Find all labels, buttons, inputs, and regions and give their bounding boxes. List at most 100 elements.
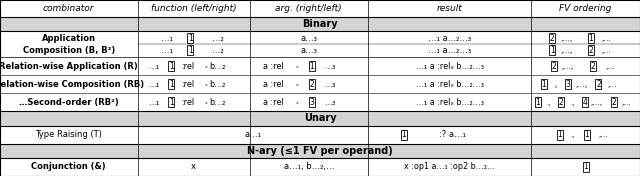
Text: …₁: …₁ — [148, 62, 159, 71]
Text: ₓ: ₓ — [205, 64, 208, 69]
Text: Application: Application — [42, 34, 96, 43]
Text: 2: 2 — [550, 34, 555, 43]
Bar — [0, 57, 640, 75]
Text: ,…,: ,…, — [561, 62, 574, 71]
Bar — [0, 0, 640, 17]
Text: 1: 1 — [584, 130, 589, 139]
Text: 1: 1 — [169, 62, 173, 71]
Text: 1: 1 — [541, 80, 547, 89]
Text: a…₁: a…₁ — [244, 130, 261, 139]
Text: …₂: …₂ — [212, 46, 224, 55]
Text: :? a…₁: :? a…₁ — [440, 130, 466, 139]
Text: …₁ a :relₓ b…₂…₃: …₁ a :relₓ b…₂…₃ — [415, 62, 484, 71]
Text: Relation-wise Application (R): Relation-wise Application (R) — [0, 62, 138, 71]
Text: …₃: …₃ — [324, 98, 335, 107]
Text: ,…: ,… — [621, 98, 632, 107]
Bar — [0, 144, 640, 158]
Text: ,…,: ,…, — [560, 34, 573, 43]
Text: ,…: ,… — [601, 34, 611, 43]
Text: …₃: …₃ — [324, 62, 335, 71]
Text: Composition (B, B²): Composition (B, B²) — [22, 46, 115, 55]
Text: 3: 3 — [566, 80, 571, 89]
Text: …₁ a :relₓ b…₂…₃: …₁ a :relₓ b…₂…₃ — [415, 98, 484, 107]
Text: :rel: :rel — [180, 98, 194, 107]
Text: Conjunction (&): Conjunction (&) — [31, 162, 106, 171]
Text: a…₁, b…₂,…: a…₁, b…₂,… — [284, 162, 334, 171]
Text: ,…: ,… — [601, 46, 611, 55]
Text: …₁: …₁ — [148, 98, 159, 107]
Text: :rel: :rel — [180, 80, 194, 89]
Text: ,…: ,… — [605, 62, 615, 71]
Text: 4: 4 — [582, 98, 588, 107]
Text: Type Raising (T): Type Raising (T) — [35, 130, 102, 139]
Text: …₁: …₁ — [161, 46, 173, 55]
Text: 1: 1 — [188, 34, 193, 43]
Text: b…₂: b…₂ — [210, 80, 226, 89]
Text: 1: 1 — [535, 98, 540, 107]
Text: ,: , — [572, 130, 574, 139]
Text: b…₂: b…₂ — [210, 98, 226, 107]
Text: ,…: ,… — [607, 80, 618, 89]
Text: ,…,: ,…, — [560, 46, 573, 55]
Text: 1: 1 — [583, 162, 588, 171]
Text: 2: 2 — [591, 62, 596, 71]
Text: a…₃: a…₃ — [300, 34, 317, 43]
Text: result: result — [436, 4, 463, 13]
Text: a…₃: a…₃ — [300, 46, 317, 55]
Text: 2: 2 — [611, 98, 616, 107]
Bar — [0, 17, 640, 31]
Text: ,: , — [548, 98, 550, 107]
Text: b…₂: b…₂ — [210, 62, 226, 71]
Text: FV ordering: FV ordering — [559, 4, 612, 13]
Text: a :rel: a :rel — [263, 98, 284, 107]
Text: 2: 2 — [559, 98, 564, 107]
Text: ,: , — [554, 80, 557, 89]
Text: Unary: Unary — [304, 114, 336, 123]
Text: x :op1 a…₁ :op2 b…₂…: x :op1 a…₁ :op2 b…₂… — [404, 162, 495, 171]
Text: …₁: …₁ — [148, 80, 159, 89]
Text: :rel: :rel — [180, 62, 194, 71]
Text: …₁ a…₂…₃: …₁ a…₂…₃ — [428, 34, 471, 43]
Bar — [0, 126, 640, 144]
Text: ,: , — [572, 98, 574, 107]
Text: ₓ: ₓ — [296, 100, 299, 105]
Text: 1: 1 — [188, 46, 193, 55]
Bar — [0, 75, 640, 93]
Text: …₃: …₃ — [324, 80, 335, 89]
Text: ,…,: ,…, — [590, 98, 603, 107]
Text: 1: 1 — [310, 62, 314, 71]
Text: ₓ: ₓ — [205, 82, 208, 87]
Text: 2: 2 — [310, 80, 314, 89]
Bar — [0, 111, 640, 126]
Text: 3: 3 — [310, 98, 314, 107]
Text: ₓ: ₓ — [205, 100, 208, 105]
Text: 2: 2 — [551, 62, 556, 71]
Text: 1: 1 — [401, 130, 406, 139]
Bar — [0, 158, 640, 176]
Text: …₁ a…₂…₃: …₁ a…₂…₃ — [428, 46, 471, 55]
Text: 2: 2 — [588, 46, 593, 55]
Text: a :rel: a :rel — [263, 80, 284, 89]
Text: a :rel: a :rel — [263, 62, 284, 71]
Text: x: x — [191, 162, 196, 171]
Text: 1: 1 — [169, 98, 173, 107]
Text: 1: 1 — [169, 80, 173, 89]
Text: …Second-order (RB²): …Second-order (RB²) — [19, 98, 118, 107]
Text: N-ary (≤1 FV per operand): N-ary (≤1 FV per operand) — [247, 146, 393, 156]
Text: Binary: Binary — [302, 19, 338, 29]
Text: function (left/right): function (left/right) — [151, 4, 236, 13]
Text: combinator: combinator — [43, 4, 95, 13]
Bar — [0, 93, 640, 111]
Text: ,…: ,… — [598, 130, 609, 139]
Text: …₂: …₂ — [212, 34, 224, 43]
Text: ,…,: ,…, — [575, 80, 588, 89]
Text: …₁: …₁ — [161, 34, 173, 43]
Text: 1: 1 — [557, 130, 563, 139]
Bar — [0, 31, 640, 57]
Text: ₓ: ₓ — [296, 64, 299, 69]
Text: 2: 2 — [596, 80, 601, 89]
Text: 1: 1 — [550, 46, 555, 55]
Text: …₁ a :relₓ b…₂…₃: …₁ a :relₓ b…₂…₃ — [415, 80, 484, 89]
Text: arg. (right/left): arg. (right/left) — [275, 4, 342, 13]
Text: 1: 1 — [588, 34, 593, 43]
